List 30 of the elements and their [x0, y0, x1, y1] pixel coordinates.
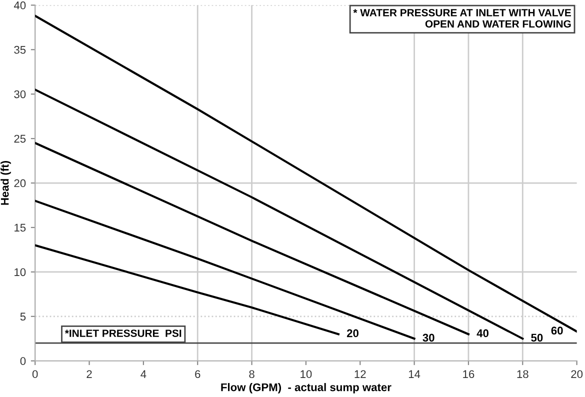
x-axis-title: Flow (GPM) - actual sump water: [221, 383, 392, 394]
y-tick-label: 20: [14, 179, 26, 188]
annotation: *INLET PRESSURE PSI: [64, 330, 182, 337]
x-tick-label: 20: [571, 370, 583, 378]
x-tick-label: 6: [195, 370, 200, 378]
y-axis-title: Head (ft): [0, 161, 11, 205]
y-tick-label: 25: [14, 134, 26, 143]
y-tick-label: 5: [20, 312, 26, 321]
x-tick-label: 10: [300, 370, 312, 378]
line-series: [35, 244, 340, 336]
x-tick-label: 4: [140, 370, 146, 378]
series-label: 30: [422, 334, 434, 342]
series-label: 50: [531, 334, 543, 342]
series-label: 40: [476, 329, 488, 338]
x-tick-label: 0: [32, 370, 38, 378]
series-label: 20: [346, 329, 358, 338]
y-tick-label: 0: [20, 357, 26, 366]
y-tick-label: 15: [14, 224, 26, 232]
x-tick-label: 8: [249, 370, 254, 378]
x-tick-label: 14: [408, 370, 420, 378]
x-tick-label: 2: [86, 370, 92, 378]
annotation: * WATER PRESSURE AT INLET WITH VALVE OPEN AND WATER FLOWING: [353, 8, 571, 28]
y-tick-label: 35: [14, 46, 26, 54]
x-tick-label: 18: [517, 370, 528, 378]
x-tick-label: 16: [463, 370, 474, 378]
y-tick-label: 40: [14, 1, 26, 10]
series-label: 60: [551, 326, 563, 335]
x-tick-label: 12: [354, 370, 366, 378]
y-tick-label: 10: [14, 268, 26, 276]
y-tick-label: 30: [14, 90, 26, 98]
